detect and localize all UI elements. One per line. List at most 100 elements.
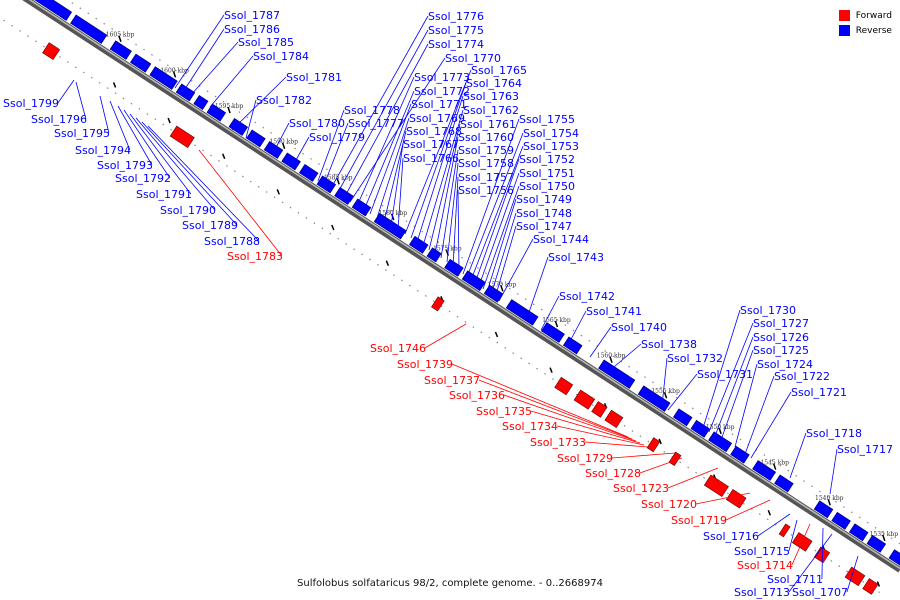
gene-label-ssol-1792: Ssol_1792 xyxy=(115,172,171,185)
gene-label-ssol-1727: Ssol_1727 xyxy=(753,317,809,330)
reverse-gene xyxy=(774,474,794,493)
forward-gene xyxy=(554,376,574,396)
scale-marker: 1605 kbp xyxy=(106,32,135,39)
scale-tick xyxy=(276,189,280,195)
scale-marker: 1565 kbp xyxy=(542,317,571,324)
gene-leader-line xyxy=(182,28,225,93)
gene-label-ssol-1780: Ssol_1780 xyxy=(289,117,345,130)
reverse-gene xyxy=(175,83,196,102)
genome-axis-highlight xyxy=(28,0,900,570)
gene-label-ssol-1721: Ssol_1721 xyxy=(791,386,847,399)
gene-leader-line xyxy=(695,492,751,505)
gene-leader-line xyxy=(117,105,153,166)
gene-leader-line xyxy=(317,109,345,182)
gene-label-ssol-1746: Ssol_1746 xyxy=(370,342,426,355)
gene-label-ssol-1732: Ssol_1732 xyxy=(667,352,723,365)
gene-label-ssol-1725: Ssol_1725 xyxy=(753,344,809,357)
gene-label-ssol-1788: Ssol_1788 xyxy=(204,235,260,248)
gene-label-ssol-1794: Ssol_1794 xyxy=(75,144,131,157)
gene-leader-line xyxy=(291,136,310,168)
reverse-gene xyxy=(690,419,711,438)
gene-label-ssol-1773: Ssol_1773 xyxy=(414,71,470,84)
forward-gene xyxy=(431,296,445,312)
gene-label-ssol-1762: Ssol_1762 xyxy=(463,104,519,117)
gene-label-ssol-1763: Ssol_1763 xyxy=(463,90,519,103)
gene-label-ssol-1731: Ssol_1731 xyxy=(697,368,753,381)
gene-leader-line xyxy=(174,14,225,89)
legend-forward: Forward xyxy=(838,8,892,23)
gene-leader-line xyxy=(231,76,287,131)
gene-label-ssol-1734: Ssol_1734 xyxy=(502,420,558,433)
reverse-gene xyxy=(70,14,108,44)
reverse-gene xyxy=(206,103,227,122)
legend-forward-label: Forward xyxy=(855,10,892,21)
gene-label-ssol-1782: Ssol_1782 xyxy=(256,94,312,107)
gene-label-ssol-1750: Ssol_1750 xyxy=(519,180,575,193)
gene-label-ssol-1795: Ssol_1795 xyxy=(54,127,110,140)
gene-leader-line xyxy=(478,379,633,440)
reverse-gene xyxy=(483,284,504,303)
gene-label-ssol-1747: Ssol_1747 xyxy=(516,220,572,233)
gene-leader-line xyxy=(329,15,429,191)
gene-label-ssol-1716: Ssol_1716 xyxy=(703,530,759,543)
scale-tick xyxy=(112,82,117,88)
gene-leader-line xyxy=(369,103,412,215)
gene-label-ssol-1736: Ssol_1736 xyxy=(449,389,505,402)
gene-label-ssol-1760: Ssol_1760 xyxy=(458,131,514,144)
reverse-gene xyxy=(562,336,583,355)
gene-leader-line xyxy=(356,76,415,207)
reverse-gene xyxy=(281,152,301,171)
gene-leader-line xyxy=(416,95,464,243)
gene-leader-line xyxy=(530,410,641,444)
gene-leader-line xyxy=(846,555,859,593)
reverse-gene xyxy=(866,534,887,553)
scale-tick xyxy=(385,260,390,266)
gene-label-ssol-1752: Ssol_1752 xyxy=(519,153,575,166)
gene-leader-line xyxy=(343,43,429,199)
gene-label-ssol-1718: Ssol_1718 xyxy=(806,427,862,440)
gene-leader-line xyxy=(486,198,517,293)
gene-label-ssol-1775: Ssol_1775 xyxy=(428,24,484,37)
scale-tick xyxy=(882,534,886,542)
gene-leader-line xyxy=(123,109,171,179)
gene-leader-line xyxy=(470,145,524,281)
reverse-gene xyxy=(408,235,429,254)
reverse-gene xyxy=(109,40,132,60)
gene-label-ssol-1771: Ssol_1771 xyxy=(411,98,467,111)
gene-label-ssol-1765: Ssol_1765 xyxy=(471,64,527,77)
gene-label-ssol-1713: Ssol_1713 xyxy=(734,586,790,599)
gene-leader-line xyxy=(725,499,771,521)
scale-marker: 1560 kbp xyxy=(597,353,626,360)
gene-label-ssol-1743: Ssol_1743 xyxy=(548,251,604,264)
gene-label-ssol-1769: Ssol_1769 xyxy=(409,112,465,125)
reverse-gene xyxy=(246,129,266,148)
reverse-gene xyxy=(672,408,693,427)
forward-gene xyxy=(573,389,596,410)
gene-leader-line xyxy=(209,55,254,108)
gene-leader-line xyxy=(440,149,459,259)
reverse-swatch xyxy=(838,25,850,36)
reverse-gene xyxy=(831,511,851,530)
scale-tick xyxy=(167,117,171,124)
forward-gene xyxy=(862,578,879,595)
scale-marker: 1545 kbp xyxy=(760,460,789,467)
gene-leader-line xyxy=(482,185,520,290)
gene-label-ssol-1742: Ssol_1742 xyxy=(559,290,615,303)
gene-leader-line xyxy=(323,122,349,186)
scale-tick xyxy=(500,285,504,292)
legend-reverse: Reverse xyxy=(838,23,892,38)
scale-tick xyxy=(827,498,831,506)
gene-leader-line xyxy=(757,513,791,537)
gene-label-ssol-1766: Ssol_1766 xyxy=(403,152,459,165)
gene-label-ssol-1711: Ssol_1711 xyxy=(767,573,823,586)
gene-label-ssol-1774: Ssol_1774 xyxy=(428,38,484,51)
gene-leader-line xyxy=(750,391,792,459)
gene-label-ssol-1793: Ssol_1793 xyxy=(97,159,153,172)
gene-label-ssol-1783: Ssol_1783 xyxy=(227,250,283,263)
gene-leader-line xyxy=(135,117,216,211)
scale-tick xyxy=(876,581,881,587)
reverse-gene xyxy=(444,258,464,277)
scale-marker: 1600 kbp xyxy=(160,67,189,74)
gene-label-ssol-1720: Ssol_1720 xyxy=(641,498,697,511)
